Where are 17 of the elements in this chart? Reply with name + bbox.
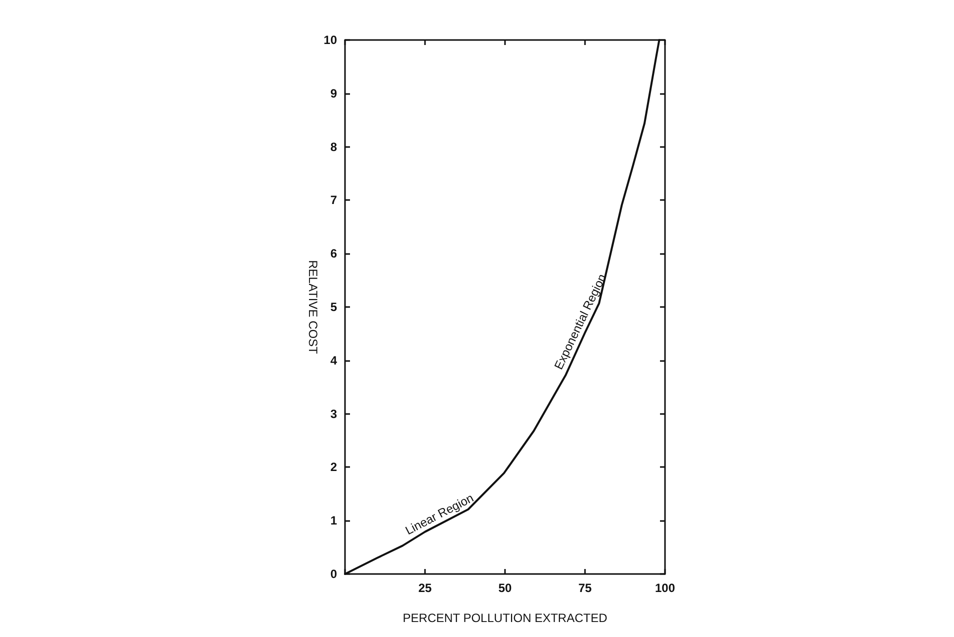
y-tick-label: 1	[330, 514, 338, 528]
y-tick-label: 0	[330, 567, 338, 581]
y-tick-label: 8	[330, 140, 338, 154]
y-tick-label: 6	[330, 246, 338, 261]
x-tick-label: 50	[498, 581, 512, 595]
x-tick-label: 25	[418, 581, 432, 595]
x-tick-label: 100	[654, 581, 676, 595]
y-tick-label: 7	[330, 193, 338, 208]
y-tick-label: 3	[330, 406, 338, 421]
y-tick-label: 2	[330, 460, 338, 474]
y-axis-title: RELATIVE COST	[306, 260, 320, 355]
y-tick-label: 9	[330, 86, 338, 100]
y-tick-label: 10	[324, 33, 338, 47]
y-tick-label: 5	[330, 300, 338, 314]
x-axis-title: PERCENT POLLUTION EXTRACTED	[402, 611, 608, 625]
y-tick-label: 4	[330, 353, 338, 368]
x-tick-label: 75	[578, 581, 592, 595]
